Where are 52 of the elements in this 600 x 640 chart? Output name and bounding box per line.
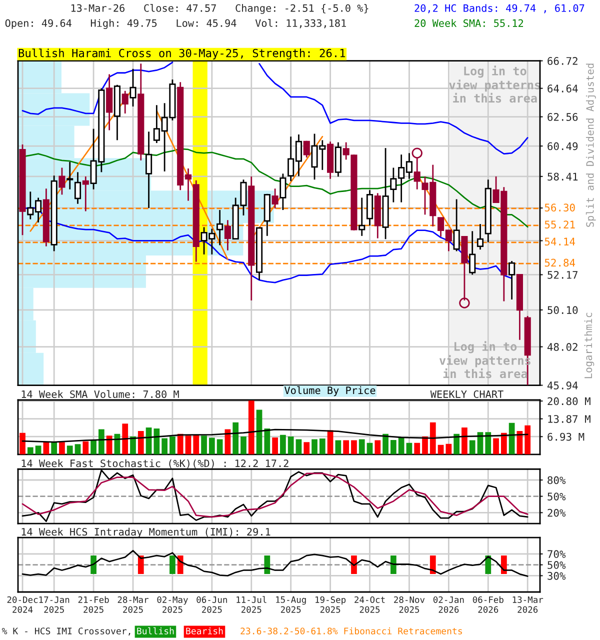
y-tick-label: 30% <box>548 572 566 580</box>
x-tick-label: 15-Aug 2025 <box>276 596 306 613</box>
x-tick-label: 21-Feb 2025 <box>78 596 109 613</box>
ref-line-label: 56.30 <box>544 204 575 212</box>
legend-title: % K - HCS IMI Crossover, <box>2 628 130 636</box>
x-tick-label: 06-Feb 2026 <box>472 596 504 613</box>
y-tick-label: 66.72 <box>548 57 578 65</box>
x-tick-label: 06-Jun 2025 <box>196 596 227 613</box>
chart-title: 14 Week HCS Intraday Momentum (IMI): 29.1 <box>22 528 270 538</box>
y-tick-label: 50% <box>548 561 566 569</box>
text: Bullish <box>137 627 174 634</box>
y-tick-label: 64.64 <box>548 84 578 92</box>
x-tick-label: 02-May 2025 <box>157 596 188 613</box>
text: Bearish <box>186 627 223 634</box>
y-tick-label: 50.10 <box>548 306 578 314</box>
y-tick-label: 70% <box>548 550 566 558</box>
x-tick-label: 20-Dec 2024 <box>7 596 38 613</box>
y-tick-label: 58.41 <box>548 172 578 181</box>
ref-line-label: 52.84 <box>544 258 576 267</box>
y-tick-label: 20% <box>548 508 566 517</box>
y-tick-label: 45.94 <box>547 382 578 390</box>
ref-line-label: 54.14 <box>544 238 576 246</box>
y-tick-label: 60.49 <box>548 142 578 150</box>
y-tick-label: 80% <box>548 476 566 484</box>
chart-title: 14 Week Fast Stochastic (%K)(%D) : 12.2 17.2 <box>22 459 288 468</box>
x-tick-label: 02-Jan 2026 <box>433 596 464 613</box>
y-tick-label: 48.02 <box>547 343 578 351</box>
y-axis-title: Split and Dividend Adjusted <box>586 64 596 227</box>
chart-title: 14 Week SMA Volume: 7.80 M <box>22 390 179 398</box>
x-tick-label: 19-Sep 2025 <box>316 596 346 613</box>
x-tick-label: 13-Mar 2026 <box>512 596 544 613</box>
text: 20,2 HC Bands: 49.74 , 61.07 <box>414 4 584 14</box>
x-tick-label: 11-Jul 2025 <box>236 596 266 613</box>
text: 20 Week SMA: 55.12 <box>414 19 524 27</box>
ref-line-label: 55.21 <box>544 220 575 229</box>
text: Logarithmic <box>584 312 594 378</box>
y-tick-label: 62.56 <box>548 113 578 121</box>
text: Bullish Harami Cross on 30-May-25, Strength: 26.1 <box>18 48 346 60</box>
chart-title: 13-Mar-26 Close: 47.57 Change: -2.51 {-5.0 %} <box>71 4 368 14</box>
y-tick-label: 52.17 <box>548 270 578 279</box>
text: WEEKLY CHART <box>430 390 504 398</box>
y-tick-label: 13.87 M <box>548 415 590 423</box>
y-tick-label: 6.93 M <box>548 432 584 441</box>
x-tick-label: 17-Jan 2025 <box>39 596 70 613</box>
y-tick-label: 20.80 M <box>548 397 590 406</box>
x-tick-label: 28-Mar 2025 <box>118 596 148 613</box>
text: 23.6-38.2-50-61.8% Fibonacci Retracements <box>240 627 462 634</box>
text: Volume By Price <box>284 386 376 396</box>
x-tick-label: 24-Oct 2025 <box>354 596 385 613</box>
x-tick-label: 28-Nov 2025 <box>394 596 425 613</box>
y-tick-label: 50% <box>548 492 566 500</box>
chart-subtitle: Open: 49.64 High: 49.75 Low: 45.94 Vol: 11,333,181 <box>5 19 346 29</box>
